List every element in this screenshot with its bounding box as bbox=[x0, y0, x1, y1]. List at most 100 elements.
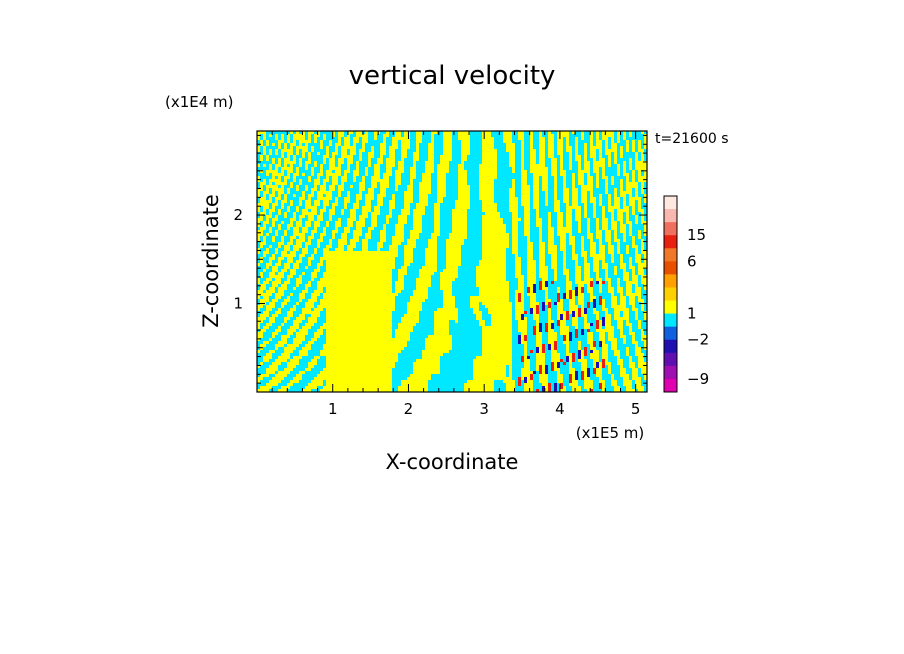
field-cell bbox=[563, 170, 567, 174]
field-cell bbox=[542, 218, 546, 222]
field-cell bbox=[611, 224, 615, 228]
field-cell bbox=[425, 221, 429, 225]
field-cell bbox=[503, 176, 507, 180]
field-cell bbox=[317, 152, 321, 156]
field-cell bbox=[260, 137, 264, 141]
field-cell bbox=[383, 155, 387, 159]
field-cell bbox=[563, 209, 567, 213]
field-cell bbox=[551, 146, 555, 150]
field-cell bbox=[542, 158, 546, 162]
field-cell bbox=[287, 185, 291, 189]
field-cell bbox=[533, 185, 537, 189]
field-cell bbox=[500, 212, 504, 216]
field-cell bbox=[452, 194, 456, 198]
field-cell bbox=[638, 203, 642, 207]
field-cell bbox=[449, 203, 453, 207]
field-cell bbox=[635, 212, 639, 216]
field-cell bbox=[617, 236, 621, 240]
field-cell bbox=[332, 200, 336, 204]
field-cell bbox=[470, 176, 474, 180]
field-cell bbox=[512, 224, 516, 228]
field-cell bbox=[383, 173, 387, 177]
field-cell bbox=[269, 167, 273, 171]
field-cell bbox=[260, 215, 264, 219]
field-cell bbox=[434, 227, 438, 231]
field-cell bbox=[356, 182, 360, 186]
field-cell bbox=[626, 155, 630, 159]
field-cell bbox=[263, 245, 267, 249]
field-cell bbox=[638, 155, 642, 159]
field-cell bbox=[587, 233, 591, 237]
field-cell bbox=[626, 152, 630, 156]
field-cell bbox=[587, 164, 591, 168]
field-cell bbox=[293, 170, 297, 174]
field-cell bbox=[584, 242, 588, 246]
field-cell bbox=[626, 230, 630, 234]
field-cell bbox=[356, 143, 360, 147]
field-cell bbox=[641, 179, 645, 183]
field-cell bbox=[506, 224, 510, 228]
field-cell bbox=[470, 143, 474, 147]
field-cell bbox=[386, 170, 390, 174]
field-cell bbox=[485, 209, 489, 213]
field-cell bbox=[257, 185, 261, 189]
field-cell bbox=[599, 194, 603, 198]
field-cell bbox=[404, 170, 408, 174]
field-cell bbox=[275, 164, 279, 168]
field-cell bbox=[332, 239, 336, 243]
field-cell bbox=[629, 146, 633, 150]
field-cell bbox=[599, 188, 603, 192]
field-cell bbox=[257, 170, 261, 174]
field-cell bbox=[275, 143, 279, 147]
field-cell bbox=[632, 191, 636, 195]
field-cell bbox=[425, 158, 429, 162]
field-cell bbox=[290, 134, 294, 138]
field-cell bbox=[563, 149, 567, 153]
field-cell bbox=[257, 212, 261, 216]
field-cell bbox=[272, 209, 276, 213]
field-cell bbox=[305, 221, 309, 225]
field-cell bbox=[593, 194, 597, 198]
field-cell bbox=[398, 206, 402, 210]
field-cell bbox=[320, 206, 324, 210]
field-cell bbox=[566, 155, 570, 159]
field-cell bbox=[512, 152, 516, 156]
field-cell bbox=[416, 134, 420, 138]
field-cell bbox=[581, 143, 585, 147]
field-cell bbox=[491, 173, 495, 177]
field-cell bbox=[572, 140, 576, 144]
field-cell bbox=[383, 224, 387, 228]
field-cell bbox=[344, 146, 348, 150]
field-cell bbox=[332, 146, 336, 150]
field-cell bbox=[287, 218, 291, 222]
field-cell bbox=[542, 209, 546, 213]
field-cell bbox=[284, 218, 288, 222]
field-cell bbox=[353, 200, 357, 204]
field-cell bbox=[296, 137, 300, 141]
field-cell bbox=[368, 245, 372, 249]
field-cell bbox=[446, 182, 450, 186]
field-cell bbox=[353, 218, 357, 222]
field-cell bbox=[326, 161, 330, 165]
field-cell bbox=[407, 224, 411, 228]
field-cell bbox=[527, 182, 531, 186]
field-cell bbox=[560, 233, 564, 237]
field-cell bbox=[434, 131, 438, 135]
field-cell bbox=[497, 206, 501, 210]
field-cell bbox=[620, 188, 624, 192]
field-cell bbox=[287, 146, 291, 150]
field-cell bbox=[638, 176, 642, 180]
field-cell bbox=[623, 149, 627, 153]
field-cell bbox=[416, 200, 420, 204]
field-cell bbox=[440, 167, 444, 171]
field-cell bbox=[629, 158, 633, 162]
field-cell bbox=[338, 167, 342, 171]
field-cell bbox=[548, 227, 552, 231]
field-cell bbox=[290, 188, 294, 192]
field-cell bbox=[632, 212, 636, 216]
field-cell bbox=[554, 155, 558, 159]
field-cell bbox=[260, 188, 264, 192]
field-cell bbox=[563, 134, 567, 138]
field-cell bbox=[584, 158, 588, 162]
field-cell bbox=[278, 191, 282, 195]
